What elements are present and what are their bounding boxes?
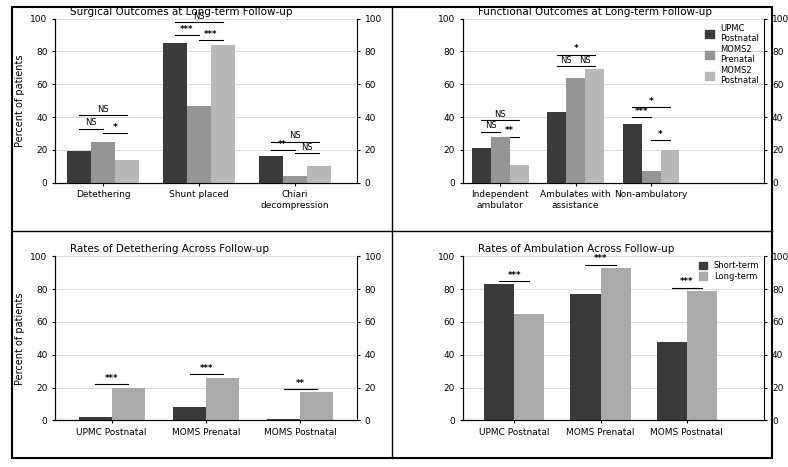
Bar — [600, 268, 630, 420]
Text: NS: NS — [85, 118, 97, 127]
Y-axis label: Percent of patients: Percent of patients — [15, 54, 24, 147]
Text: *: * — [658, 130, 663, 139]
Bar — [548, 112, 567, 183]
Bar — [187, 106, 211, 183]
Bar — [656, 342, 687, 420]
Legend: Short-term, Long-term: Short-term, Long-term — [698, 261, 760, 282]
Text: ***: *** — [680, 277, 693, 286]
Bar — [491, 137, 510, 183]
Bar — [641, 171, 660, 183]
Legend: UPMC
Postnatal, MOMS2
Prenatal, MOMS2
Postnatal: UPMC Postnatal, MOMS2 Prenatal, MOMS2 Po… — [704, 23, 760, 86]
Bar — [510, 164, 529, 183]
Bar — [79, 417, 112, 420]
Text: NS: NS — [97, 105, 109, 114]
Bar — [67, 151, 91, 183]
Bar — [567, 78, 585, 183]
Text: NS: NS — [560, 56, 572, 65]
Text: ***: *** — [180, 25, 194, 34]
Bar — [163, 43, 187, 183]
Text: NS: NS — [301, 143, 313, 152]
Text: **: ** — [278, 140, 287, 149]
Text: **: ** — [505, 127, 515, 135]
Text: Rates of Ambulation Across Follow-up: Rates of Ambulation Across Follow-up — [478, 244, 674, 254]
Bar — [472, 148, 491, 183]
Bar — [173, 407, 206, 420]
Bar — [571, 294, 600, 420]
Bar — [211, 45, 235, 183]
Text: ***: *** — [105, 374, 118, 383]
Bar — [585, 70, 604, 183]
Y-axis label: Percent of patients: Percent of patients — [15, 292, 24, 385]
Text: Surgical Outcomes at Long-term Follow-up: Surgical Outcomes at Long-term Follow-up — [70, 7, 293, 16]
Bar — [300, 392, 333, 420]
Bar — [484, 284, 515, 420]
Bar — [91, 142, 115, 183]
Bar — [515, 314, 545, 420]
Bar — [623, 124, 641, 183]
Text: ***: *** — [199, 364, 213, 373]
Text: *: * — [649, 97, 653, 106]
Bar — [687, 291, 717, 420]
Text: ***: *** — [204, 30, 217, 39]
Bar — [206, 378, 239, 420]
Bar — [307, 166, 331, 183]
Text: NS: NS — [579, 56, 591, 65]
Text: *: * — [574, 44, 578, 53]
Bar — [112, 388, 145, 420]
Text: NS: NS — [289, 131, 300, 140]
Text: NS: NS — [495, 110, 506, 119]
Bar — [660, 150, 679, 183]
Text: ***: *** — [507, 271, 521, 280]
Bar — [267, 418, 300, 420]
Text: NS: NS — [193, 12, 205, 21]
Text: *: * — [113, 123, 117, 132]
Text: **: ** — [296, 379, 305, 388]
Text: Functional Outcomes at Long-term Follow-up: Functional Outcomes at Long-term Follow-… — [478, 7, 712, 16]
Bar — [258, 156, 283, 183]
Text: Rates of Detethering Across Follow-up: Rates of Detethering Across Follow-up — [70, 244, 269, 254]
Text: NS: NS — [485, 121, 496, 130]
Text: ***: *** — [635, 107, 649, 116]
Bar — [283, 176, 307, 183]
Bar — [115, 160, 139, 183]
Text: ***: *** — [594, 254, 608, 263]
